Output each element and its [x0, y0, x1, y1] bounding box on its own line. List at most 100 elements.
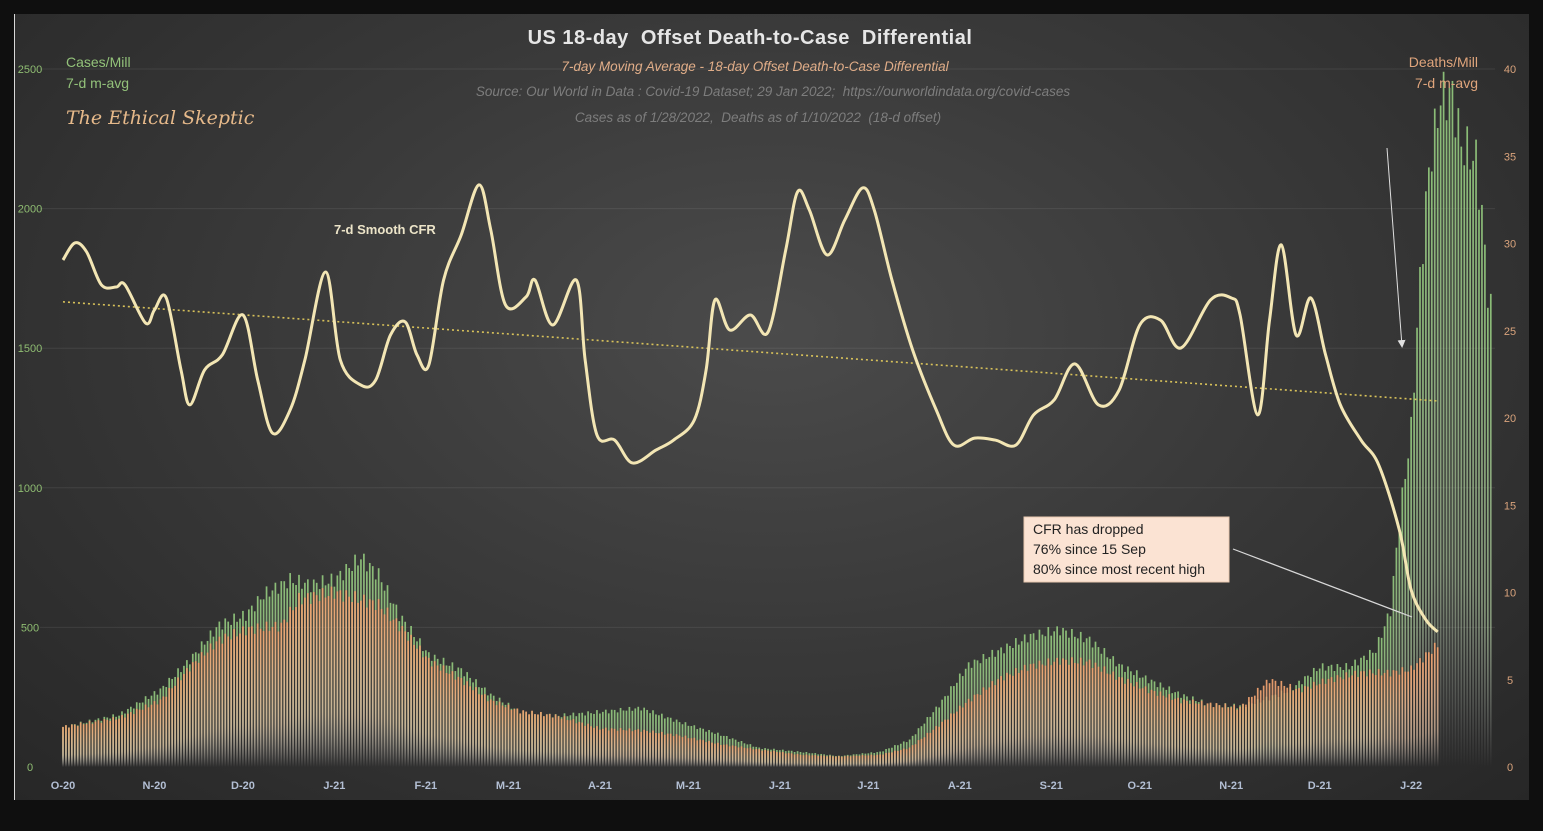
- x-tick-label: M-21: [676, 780, 701, 792]
- bar-deaths: [616, 730, 619, 767]
- bar-deaths: [138, 709, 141, 767]
- bar-deaths: [979, 694, 982, 767]
- right-tick-label: 5: [1507, 675, 1513, 687]
- right-tick-label: 30: [1504, 239, 1516, 251]
- bar-deaths: [304, 597, 306, 767]
- x-tick-label: M-21: [496, 780, 521, 792]
- bar-deaths: [130, 712, 132, 767]
- bar-deaths: [354, 591, 356, 767]
- bar-deaths: [1203, 705, 1206, 767]
- right-tick-label: 20: [1504, 413, 1516, 425]
- bar-deaths: [702, 740, 704, 767]
- bar-deaths: [1430, 653, 1433, 767]
- bar-deaths: [398, 631, 401, 767]
- bar-deaths: [268, 630, 271, 767]
- bar-cases: [1484, 244, 1486, 768]
- bar-deaths: [1354, 670, 1356, 767]
- bar-deaths: [587, 723, 589, 767]
- left-tick-label: 500: [21, 622, 39, 634]
- bar-deaths: [206, 652, 209, 767]
- left-tick-label: 2500: [18, 64, 42, 76]
- right-tick-label: 15: [1504, 500, 1516, 512]
- bar-deaths: [737, 747, 740, 767]
- bar-deaths: [646, 730, 648, 767]
- bar-cases: [1422, 264, 1424, 767]
- left-tick-label: 1500: [18, 343, 42, 355]
- bar-deaths: [189, 671, 191, 767]
- bar-cases: [1445, 120, 1448, 768]
- bar-deaths: [212, 649, 215, 767]
- bar-deaths: [147, 707, 150, 767]
- bar-deaths: [1009, 674, 1011, 767]
- bar-deaths: [967, 698, 970, 767]
- bar-deaths: [678, 735, 681, 767]
- bar-deaths: [1268, 683, 1271, 767]
- bar-deaths: [926, 732, 929, 767]
- bar-deaths: [643, 729, 645, 767]
- bar-deaths: [1159, 691, 1162, 767]
- bar-deaths: [1239, 706, 1241, 767]
- bar-deaths: [339, 590, 342, 767]
- bar-deaths: [625, 730, 628, 767]
- cfr-line: [61, 183, 1439, 633]
- bar-deaths: [964, 702, 967, 767]
- bar-deaths: [1165, 697, 1168, 767]
- right-axis-label-2: 7-d m-avg: [1415, 75, 1478, 91]
- x-tick-label: J-21: [857, 780, 879, 792]
- bar-deaths: [1262, 685, 1265, 767]
- bar-deaths: [1177, 697, 1179, 767]
- bar-cases: [1430, 171, 1433, 767]
- bar-deaths: [76, 726, 79, 767]
- bar-deaths: [593, 727, 595, 767]
- bar-deaths: [855, 755, 858, 767]
- bar-deaths: [1253, 695, 1256, 767]
- bar-deaths: [728, 746, 731, 767]
- bar-deaths: [675, 734, 678, 767]
- bar-deaths: [88, 721, 91, 767]
- bar-deaths: [321, 588, 324, 767]
- bar-deaths: [690, 738, 693, 767]
- bar-deaths: [171, 688, 173, 767]
- bar-deaths: [1366, 676, 1368, 767]
- right-tick-label: 25: [1504, 326, 1516, 338]
- bar-deaths: [165, 696, 168, 767]
- bar-deaths: [1215, 703, 1218, 767]
- left-axis-label-2: 7-d m-avg: [66, 75, 129, 91]
- bar-deaths: [808, 755, 811, 767]
- bar-deaths: [97, 720, 100, 767]
- bar-deaths: [289, 606, 291, 767]
- bar-deaths: [65, 725, 67, 767]
- bar-deaths: [743, 747, 746, 767]
- bar-deaths: [301, 604, 303, 767]
- bar-deaths: [902, 748, 905, 767]
- bar-deaths: [324, 597, 327, 767]
- bar-deaths: [1383, 672, 1386, 767]
- bar-deaths: [1345, 672, 1348, 767]
- x-tick-label: J-21: [323, 780, 345, 792]
- bar-deaths: [1265, 679, 1268, 767]
- bar-deaths: [259, 628, 262, 767]
- bar-deaths: [1015, 668, 1017, 767]
- bar-deaths: [132, 714, 135, 767]
- bar-deaths: [1133, 686, 1135, 767]
- bar-deaths: [722, 744, 725, 767]
- bar-deaths: [242, 626, 244, 767]
- bar-deaths: [448, 673, 451, 767]
- bar-deaths: [1053, 661, 1056, 767]
- x-tick-label: N-21: [1219, 780, 1243, 792]
- bar-deaths: [245, 635, 247, 767]
- bar-deaths: [309, 603, 312, 767]
- bar-deaths: [628, 728, 631, 767]
- bar-deaths: [534, 714, 536, 767]
- bar-deaths: [463, 685, 466, 767]
- bar-deaths: [1059, 664, 1061, 767]
- bar-deaths: [445, 673, 448, 767]
- bar-deaths: [669, 733, 672, 767]
- chart-subtitle: 7-day Moving Average - 18-day Offset Dea…: [561, 59, 949, 74]
- bar-deaths: [920, 738, 923, 767]
- bar-deaths: [781, 752, 784, 767]
- bar-deaths: [711, 742, 713, 767]
- bar-deaths: [1194, 703, 1197, 767]
- bar-deaths: [1259, 690, 1262, 767]
